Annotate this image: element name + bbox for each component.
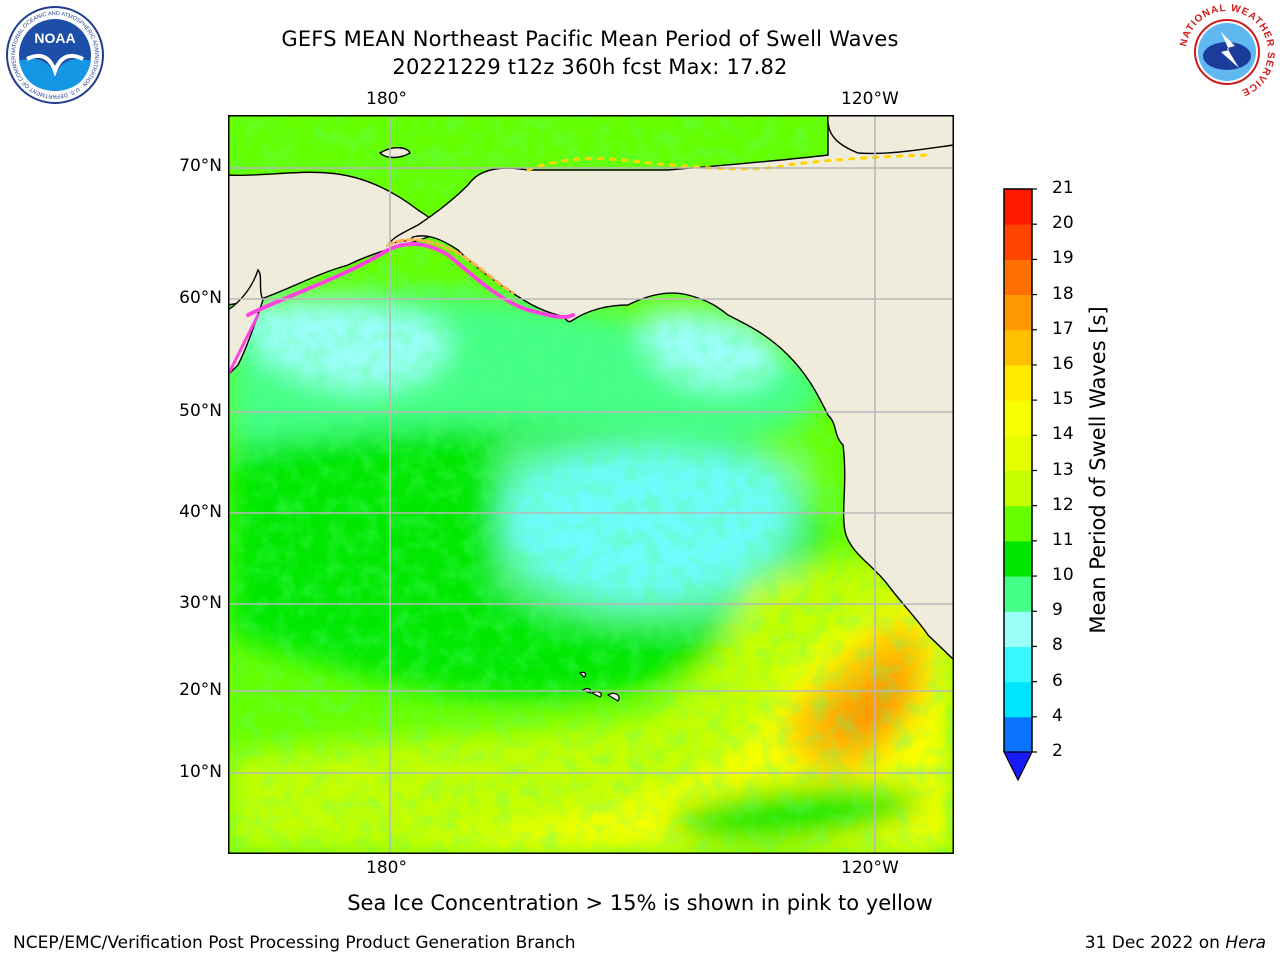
colorbar-tick-label: 16 [1052,353,1074,374]
colorbar-tick-label: 12 [1052,494,1074,515]
colorbar-tick-label: 20 [1052,213,1074,234]
colorbar-under-arrow [1003,751,1033,782]
lat-label-50n: 50°N [179,401,222,421]
colorbar-tick-label: 11 [1052,529,1074,550]
colorbar-segment [1004,259,1032,296]
graticule [228,115,954,854]
colorbar-segment [1004,329,1032,366]
lon-label-top-180: 180° [366,89,407,109]
colorbar-segment [1004,470,1032,507]
colorbar-segment [1004,400,1032,436]
lat-label-20n: 20°N [179,680,222,700]
colorbar-segment [1004,576,1032,612]
colorbar-tick-label: 17 [1052,318,1074,339]
colorbar-segment [1004,294,1032,331]
colorbar-segment [1004,364,1032,401]
chart-subtitle: 20221229 t12z 360h fcst Max: 17.82 [392,55,788,79]
colorbar-tick-label: 10 [1052,565,1074,586]
colorbar-tick-label: 9 [1052,600,1063,621]
land-arctic-island [827,115,954,155]
colorbar-tick-label: 4 [1052,705,1063,726]
swell-period-map [228,115,954,854]
land-st-lawrence [378,147,411,159]
colorbar-tick-label: 18 [1052,283,1074,304]
colorbar-tick-label: 19 [1052,248,1074,269]
lon-label-top-120w: 120°W [841,89,899,109]
colorbar-tick-label: 8 [1052,635,1063,656]
colorbar-segment [1004,646,1032,683]
lat-label-30n: 30°N [179,593,222,613]
date-line: 31 Dec 2022 on Hera [1085,933,1266,953]
colorbar-segment [1004,224,1032,260]
colorbar [1003,188,1037,782]
colorbar-segment [1004,435,1032,471]
colorbar-segment [1004,611,1032,647]
colorbar-segment [1004,505,1032,542]
islands [578,671,620,702]
sea-ice-bering-pink [246,242,575,320]
lon-label-bottom-180: 180° [366,858,407,878]
noaa-logo-text: NOAA [34,30,75,46]
colorbar-tick-label: 6 [1052,670,1063,691]
land-hawaii [578,671,620,702]
date-text: 31 Dec 2022 on [1084,933,1220,953]
colorbar-label: Mean Period of Swell Waves [s] [1086,306,1110,634]
colorbar-tick-label: 2 [1052,741,1063,761]
machine-name: Hera [1225,933,1266,953]
colorbar-tick-label: 13 [1052,459,1074,480]
colorbar-tick-label: 21 [1052,178,1074,198]
sea-ice-bering-orange [386,238,515,295]
noaa-logo: NOAA NATIONAL OCEANIC AND ATMOSPHERIC AD… [5,5,104,104]
credit-line: NCEP/EMC/Verification Post Processing Pr… [13,933,576,953]
lon-label-bottom-120w: 120°W [841,858,899,878]
lat-label-60n: 60°N [179,288,222,308]
colorbar-tick-label: 14 [1052,424,1074,445]
lat-label-40n: 40°N [179,502,222,522]
colorbar-segment [1004,716,1032,753]
colorbar-tick-label: 15 [1052,389,1074,410]
land-kamchatka [228,268,264,376]
nws-logo: NATIONAL WEATHER SERVICE [1178,3,1275,100]
sea-ice-kamchatka [228,313,260,377]
map-frame [228,115,954,854]
land-north-america [386,115,954,661]
chart-title: GEFS MEAN Northeast Pacific Mean Period … [281,27,899,51]
colorbar-segment [1004,681,1032,718]
sea-ice-note: Sea Ice Concentration > 15% is shown in … [347,891,933,915]
colorbar-segment [1004,189,1032,225]
lat-label-10n: 10°N [179,762,222,782]
lat-label-70n: 70°N [179,156,222,176]
colorbar-segment [1004,540,1032,577]
